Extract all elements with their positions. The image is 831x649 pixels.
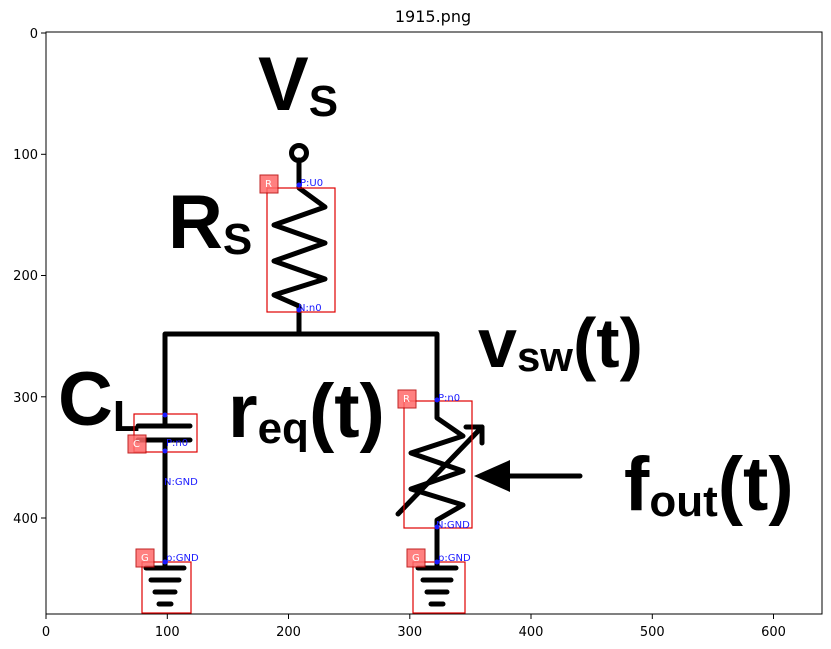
x-axis: 0 100 200 300 400 500 600 <box>42 614 786 640</box>
annotation-ground-right: G p:GND <box>406 548 471 614</box>
badge-cl-text: C <box>133 439 140 450</box>
pin-label-ground-left: p:GND <box>166 553 199 564</box>
pin-marker <box>162 559 168 565</box>
badge-cl <box>127 434 147 454</box>
vsw-label: vsw(t) <box>478 304 643 382</box>
badge-req <box>397 389 417 409</box>
axes-frame <box>45 31 823 615</box>
ground-left <box>143 565 187 607</box>
pin-marker <box>162 412 168 418</box>
req-label: req(t) <box>228 369 385 454</box>
pin-label-rs-p: P:U0 <box>300 178 323 189</box>
fout-label: fout(t) <box>624 442 794 527</box>
y-tick-label: 300 <box>13 391 38 406</box>
vs-label: VS <box>258 42 338 127</box>
y-tick-label: 200 <box>13 269 38 284</box>
req-resistor <box>408 395 466 569</box>
y-tick-label: 400 <box>13 512 38 527</box>
x-tick-label: 300 <box>397 625 422 640</box>
ground-right <box>415 565 459 607</box>
pin-marker <box>162 448 168 454</box>
pin-marker <box>296 307 302 313</box>
badge-ground-right-text: G <box>412 553 420 564</box>
pin-marker <box>434 524 440 530</box>
x-tick-label: 100 <box>155 625 180 640</box>
pin-marker <box>434 397 440 403</box>
annotation-rs: R P:U0 N:n0 <box>259 174 336 314</box>
x-tick-label: 500 <box>640 625 665 640</box>
badge-req-text: R <box>403 394 410 405</box>
circuit-labels: VS RS vsw(t) CL req(t) fout(t) <box>58 42 794 527</box>
top-bus <box>162 331 440 429</box>
fout-arrow-head <box>474 460 510 492</box>
rs-label: RS <box>168 180 252 265</box>
badge-rs-text: R <box>265 179 272 190</box>
pin-label-ground-right: p:GND <box>438 553 471 564</box>
rs-resistor <box>271 157 328 337</box>
figure-title: 1915.png <box>395 7 471 26</box>
pin-marker <box>434 559 440 565</box>
req-arrow-head <box>463 424 485 446</box>
annotation-cl: C P:n0 N:GND <box>127 412 198 488</box>
req-arrow <box>395 424 485 517</box>
pin-label-cl-n: N:GND <box>164 477 198 488</box>
bbox-rs <box>266 187 336 313</box>
x-tick-label: 400 <box>519 625 544 640</box>
badge-ground-right <box>406 548 426 568</box>
pin-label-cl-p: P:n0 <box>166 438 188 449</box>
x-tick-label: 0 <box>42 625 50 640</box>
circuit <box>135 143 583 607</box>
badge-ground-left <box>135 548 155 568</box>
pin-marker <box>296 182 302 188</box>
x-tick-label: 600 <box>761 625 786 640</box>
pin-label-req-p: P:n0 <box>438 393 460 404</box>
y-tick-label: 100 <box>13 148 38 163</box>
pin-label-req-n: N:GND <box>436 520 470 531</box>
pin-label-rs-n: N:n0 <box>298 303 322 314</box>
y-tick-label: 0 <box>30 27 38 42</box>
x-tick-label: 200 <box>276 625 301 640</box>
badge-ground-left-text: G <box>141 553 149 564</box>
badge-rs <box>259 174 279 194</box>
y-axis: 0 100 200 300 400 <box>13 27 46 527</box>
annotation-ground-left: G p:GND <box>135 548 199 614</box>
cl-label: CL <box>58 357 140 442</box>
annotation-req: R P:n0 N:GND <box>397 389 473 531</box>
